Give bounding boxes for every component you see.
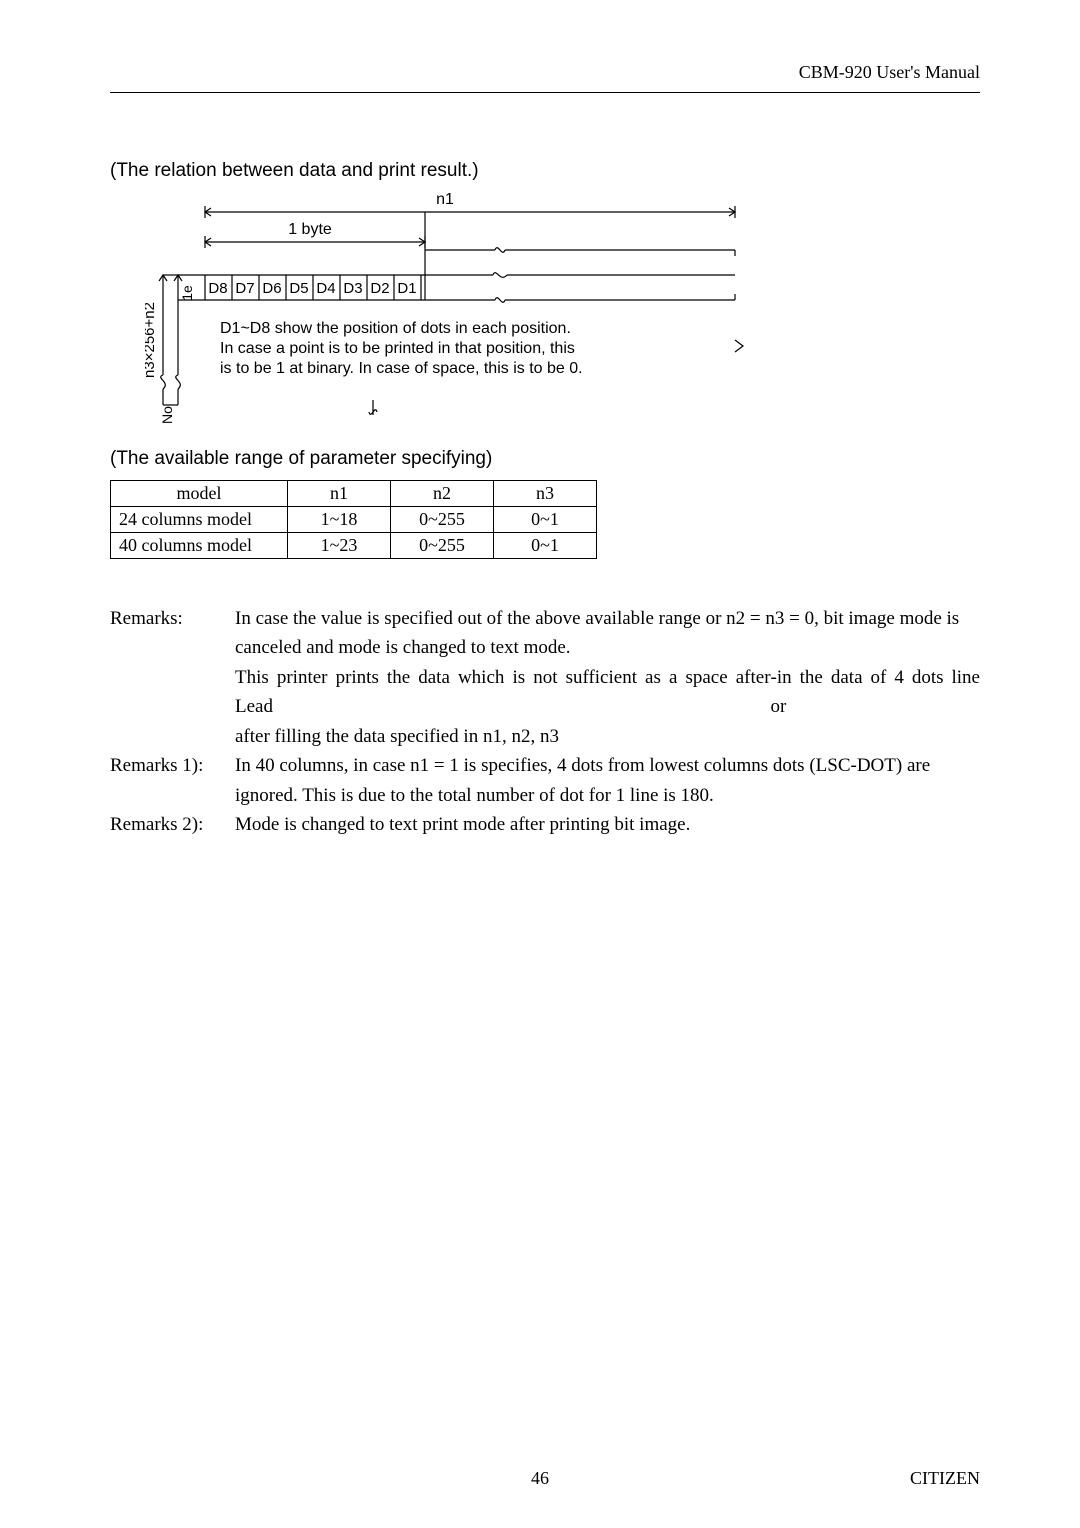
remarks2-body-line: Mode is changed to text print mode after…: [235, 810, 980, 839]
bit-d8: D8: [208, 280, 227, 297]
bit-d2: D2: [370, 280, 389, 297]
th-n2: n2: [391, 481, 494, 507]
heading-relation: (The relation between data and print res…: [110, 160, 980, 182]
caption-line-2: In case a point is to be printed in that…: [220, 340, 575, 357]
cell-40-n2: 0~255: [391, 533, 494, 559]
remarks-body-line: In case the value is specified out of th…: [235, 604, 980, 633]
bit-d1: D1: [397, 280, 416, 297]
remarks-body-line: canceled and mode is changed to text mod…: [235, 633, 980, 662]
bit-d3: D3: [343, 280, 362, 297]
y-axis-formula: n3×256+n2: [145, 302, 158, 378]
cell-model-40: 40 columns model: [111, 533, 288, 559]
th-n1: n1: [288, 481, 391, 507]
header-doc-title: CBM-920 User's Manual: [799, 62, 980, 83]
bit-d5: D5: [289, 280, 308, 297]
table-row: 24 columns model 1~18 0~255 0~1: [111, 507, 597, 533]
caption-line-1: D1~D8 show the position of dots in each …: [220, 320, 571, 337]
cell-40-n3: 0~1: [494, 533, 597, 559]
cell-model-24: 24 columns model: [111, 507, 288, 533]
th-n3: n3: [494, 481, 597, 507]
remarks-body-line: after filling the data specified in n1, …: [235, 722, 980, 751]
table-row: 40 columns model 1~23 0~255 0~1: [111, 533, 597, 559]
cell-24-n3: 0~1: [494, 507, 597, 533]
cell-24-n1: 1~18: [288, 507, 391, 533]
remarks-section: Remarks: In case the value is specified …: [110, 604, 980, 840]
th-model: model: [111, 481, 288, 507]
one-e-label: 1e: [179, 285, 195, 301]
heading-range: (The available range of parameter specif…: [110, 448, 980, 470]
cell-24-n2: 0~255: [391, 507, 494, 533]
brand-name: CITIZEN: [910, 1468, 980, 1489]
remarks2-label: Remarks 2):: [110, 810, 235, 839]
remarks1-label: Remarks 1):: [110, 751, 235, 810]
bit-d6: D6: [262, 280, 281, 297]
remarks1-body-line: In 40 columns, in case n1 = 1 is specifi…: [235, 751, 980, 780]
caption-line-3: is to be 1 at binary. In case of space, …: [220, 360, 583, 377]
page-number: 46: [531, 1468, 549, 1489]
remarks1-body-line: ignored. This is due to the total number…: [235, 781, 980, 810]
no-label: No: [159, 406, 175, 424]
n1-label: n1: [436, 191, 454, 208]
bit-d7: D7: [235, 280, 254, 297]
remarks-label: Remarks:: [110, 604, 235, 751]
bit-image-diagram: n1 1 byte: [145, 190, 980, 430]
cell-40-n1: 1~23: [288, 533, 391, 559]
parameter-range-table: model n1 n2 n3 24 columns model 1~18 0~2…: [110, 480, 597, 559]
one-byte-label: 1 byte: [288, 221, 332, 238]
remarks-body-line: -in the data of 4 dots line or: [771, 663, 980, 722]
bit-d4: D4: [316, 280, 335, 297]
remarks-body-line: This printer prints the data which is no…: [235, 663, 771, 722]
header-rule: [110, 92, 980, 93]
